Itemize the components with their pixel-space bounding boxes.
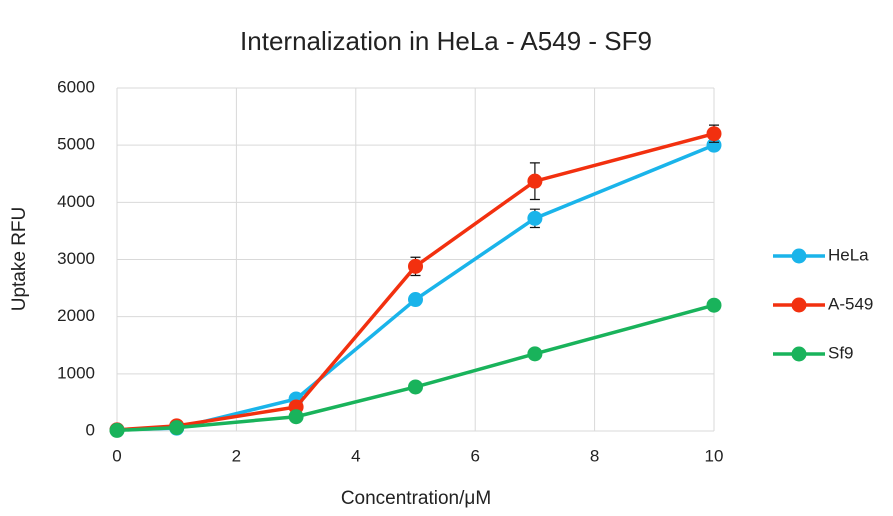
legend-label: Sf9	[828, 343, 854, 362]
x-tick-label: 2	[232, 446, 241, 465]
legend-marker	[791, 248, 807, 264]
data-point	[169, 420, 185, 436]
y-tick-label: 3000	[57, 249, 95, 268]
y-tick-label: 0	[86, 420, 95, 439]
data-point	[527, 173, 543, 189]
data-point	[408, 292, 423, 308]
data-point	[527, 346, 543, 362]
x-axis-title: Concentration/μM	[341, 488, 491, 509]
legend-marker	[791, 346, 807, 362]
y-axis-title: Uptake RFU	[9, 207, 30, 312]
legend-marker	[791, 297, 807, 313]
data-point	[288, 409, 304, 425]
chart-title: Internalization in HeLa - A549 - SF9	[240, 26, 652, 56]
x-tick-label: 0	[112, 446, 121, 465]
y-tick-label: 6000	[57, 77, 95, 96]
x-tick-label: 6	[470, 446, 479, 465]
y-tick-label: 1000	[57, 363, 95, 382]
data-point	[706, 297, 722, 313]
y-tick-label: 4000	[57, 192, 95, 211]
x-tick-label: 8	[590, 446, 599, 465]
series-line	[116, 303, 715, 433]
y-tick-label: 2000	[57, 306, 95, 325]
data-point	[706, 137, 722, 153]
data-point	[408, 379, 423, 395]
y-tick-label: 5000	[57, 135, 95, 154]
data-point	[109, 422, 125, 438]
data-point	[706, 126, 722, 142]
legend-label: HeLa	[828, 245, 869, 264]
x-tick-label: 4	[351, 446, 360, 465]
x-tick-label: 10	[705, 446, 724, 465]
data-point	[527, 210, 543, 226]
data-point	[408, 258, 423, 274]
legend-label: A-549	[828, 294, 873, 313]
